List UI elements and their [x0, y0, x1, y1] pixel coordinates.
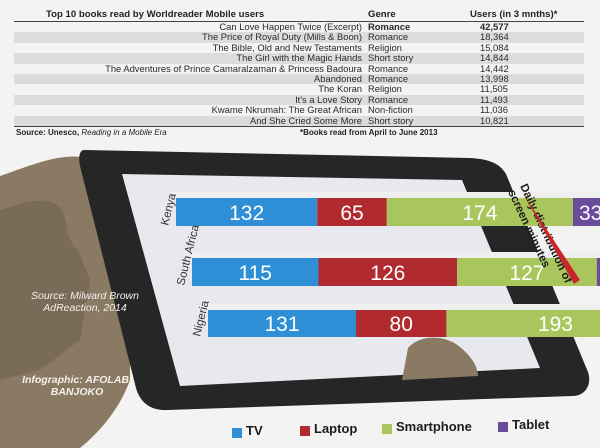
legend-swatch-tv [232, 428, 242, 438]
legend-swatch-laptop [300, 426, 310, 436]
bar-segment-tablet [572, 198, 600, 226]
bar-value-label: 126 [370, 262, 405, 285]
book-genre: Short story [368, 52, 414, 64]
book-title: The Girl with the Magic Hands [236, 52, 362, 64]
bar-top-face [440, 304, 600, 310]
legend-swatch-tablet [498, 422, 508, 432]
book-title: Can Love Happen Twice (Excerpt) [219, 21, 362, 32]
table-source: Source: Unesco, Reading in a Mobile Era [16, 127, 167, 137]
header-genre: Genre [368, 9, 396, 20]
bar-top-face [170, 192, 318, 198]
book-genre: Religion [368, 83, 402, 95]
header-title: Top 10 books read by Worldreader Mobile … [46, 9, 265, 20]
book-title: The Bible, Old and New Testaments [212, 41, 362, 53]
legend-label-smartphone: Smartphone [396, 419, 472, 434]
bar-top-face [350, 304, 447, 310]
top-books-table: Top 10 books read by Worldreader Mobile … [14, 9, 584, 139]
table-row: Can Love Happen Twice (Excerpt) Romance 42… [14, 21, 584, 32]
book-users: 18,364 [480, 31, 509, 43]
legend-swatch-smartphone [382, 424, 392, 434]
bar-segment-laptop [356, 310, 447, 337]
bar-segment-laptop [317, 198, 387, 226]
book-genre: Romance [368, 31, 409, 43]
screen-minutes-infographic: 1326517433115126127631318019339 KenyaSou… [0, 140, 600, 448]
table-body: Can Love Happen Twice (Excerpt) Romance 42… [14, 21, 584, 126]
table-row: The Price of Royal Duty (Mills & Boon) Ro… [14, 31, 584, 43]
bar-value-label: 174 [462, 202, 497, 225]
bar-top-face [380, 192, 573, 198]
book-users: 15,084 [480, 41, 509, 53]
bar-top-face [590, 252, 600, 258]
bar-value-label: 127 [509, 262, 544, 285]
bar-value-label: 80 [390, 313, 413, 336]
bar-value-label: 65 [340, 202, 363, 225]
book-title: The Price of Royal Duty (Mills & Boon) [202, 31, 362, 43]
book-genre: Romance [368, 93, 409, 105]
book-genre: Romance [368, 62, 409, 74]
bar-top-face [311, 192, 387, 198]
table-row: The Koran Religion 11,505 [14, 83, 584, 95]
bar-value-label: 33 [579, 202, 600, 225]
book-title: Kwame Nkrumah: The Great African [211, 104, 362, 116]
book-users: 13,998 [480, 72, 509, 84]
book-genre: Religion [368, 41, 402, 53]
bar-top-face [186, 252, 319, 258]
table-row: It's a Love Story Romance 11,493 [14, 93, 584, 106]
legend-label-tablet: Tablet [512, 417, 550, 432]
table-header-row: Top 10 books read by Worldreader Mobile … [14, 9, 584, 22]
bar-segment-smartphone [386, 198, 573, 226]
tablet-chart-svg: 1326517433115126127631318019339 KenyaSou… [0, 150, 600, 448]
bar-segment-tablet [596, 258, 600, 286]
book-genre: Romance [368, 72, 409, 84]
book-title: The Koran [318, 83, 362, 95]
book-users: 11,505 [480, 83, 508, 95]
bar-value-label: 131 [264, 313, 299, 336]
book-users: 11,036 [480, 104, 508, 116]
book-genre: Romance [368, 21, 411, 32]
book-genre: Non-fiction [368, 104, 413, 116]
hand-shadow [0, 200, 90, 380]
book-title: It's a Love Story [295, 93, 362, 105]
table-row: Abandoned Romance 13,998 [14, 72, 584, 85]
bar-top-face [312, 252, 458, 258]
legend-label-tv: TV [246, 423, 263, 438]
bar-top-face [202, 304, 357, 310]
table-row: Kwame Nkrumah: The Great African Non-fict… [14, 104, 584, 116]
table-row: The Adventures of Prince Camaralzaman & … [14, 62, 584, 74]
bar-segment-smartphone [446, 310, 600, 337]
bar-top-face [451, 252, 597, 258]
title-accent-wedge [522, 192, 580, 284]
book-users: 14,442 [480, 62, 509, 74]
infographic-credit: Infographic: AFOLABI BANJOKO [22, 374, 132, 398]
table-row: The Bible, Old and New Testaments Religio… [14, 41, 584, 53]
table-row: The Girl with the Magic Hands Short story… [14, 52, 584, 64]
book-title: Abandoned [314, 72, 362, 84]
bar-segment-laptop [318, 258, 458, 286]
thumb-illustration [402, 337, 478, 380]
table-row: And She Cried Some More Short story 10,821 [14, 114, 584, 126]
bar-segment-tv [176, 198, 318, 226]
book-genre: Short story [368, 114, 414, 126]
book-title: And She Cried Some More [249, 114, 362, 126]
legend-label-laptop: Laptop [314, 421, 358, 436]
bar-value-label: 132 [229, 202, 264, 225]
bar-value-label: 193 [538, 313, 573, 336]
bar-top-face [566, 192, 600, 198]
bar-segment-tv [208, 310, 357, 337]
source-credit: Source: Milward Brown AdReaction, 2014 [31, 290, 139, 314]
table-footnote: *Books read from April to June 2013 [300, 127, 438, 137]
header-users: Users (in 3 mnths)* [470, 9, 558, 20]
bar-value-label: 115 [239, 262, 272, 285]
table-footer: Source: Unesco, Reading in a Mobile Era … [14, 125, 584, 139]
bar-segment-tv [192, 258, 319, 286]
book-users: 11,493 [480, 93, 508, 105]
book-users: 42,577 [480, 21, 509, 32]
book-users: 10,821 [480, 114, 509, 126]
book-title: The Adventures of Prince Camaralzaman & … [105, 62, 362, 74]
book-users: 14,844 [480, 52, 509, 64]
